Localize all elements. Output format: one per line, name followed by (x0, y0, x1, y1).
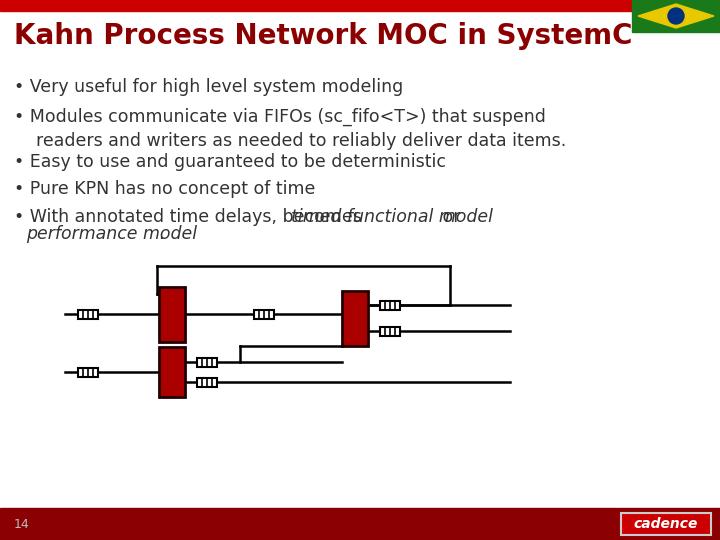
Text: cadence: cadence (634, 517, 698, 531)
Bar (342, 291, 368, 346)
Bar (159, 287, 185, 341)
Bar (0, 508, 720, 540)
Bar (78, 309, 98, 319)
Bar (78, 368, 98, 376)
Circle shape (668, 8, 684, 24)
Text: • Easy to use and guaranteed to be deterministic: • Easy to use and guaranteed to be deter… (14, 153, 446, 171)
Text: timed functional model: timed functional model (291, 208, 493, 226)
Bar (621, 513, 711, 535)
Text: .: . (158, 225, 163, 243)
Text: • Pure KPN has no concept of time: • Pure KPN has no concept of time (14, 180, 315, 198)
Bar (159, 347, 185, 397)
Text: performance model: performance model (26, 225, 197, 243)
Text: 14: 14 (14, 517, 30, 530)
Bar (197, 377, 217, 387)
Text: • Very useful for high level system modeling: • Very useful for high level system mode… (14, 78, 403, 96)
Bar (632, 0, 720, 32)
Text: or: or (437, 208, 461, 226)
Bar (197, 357, 217, 367)
Bar (380, 327, 400, 335)
Bar (253, 309, 274, 319)
Bar (0, 0, 720, 11)
Text: • With annotated time delays, becomes: • With annotated time delays, becomes (14, 208, 367, 226)
Text: Kahn Process Network MOC in SystemC: Kahn Process Network MOC in SystemC (14, 22, 632, 50)
Text: • Modules communicate via FIFOs (sc_fifo<T>) that suspend
    readers and writer: • Modules communicate via FIFOs (sc_fifo… (14, 108, 566, 150)
Polygon shape (638, 4, 714, 28)
Bar (380, 300, 400, 309)
